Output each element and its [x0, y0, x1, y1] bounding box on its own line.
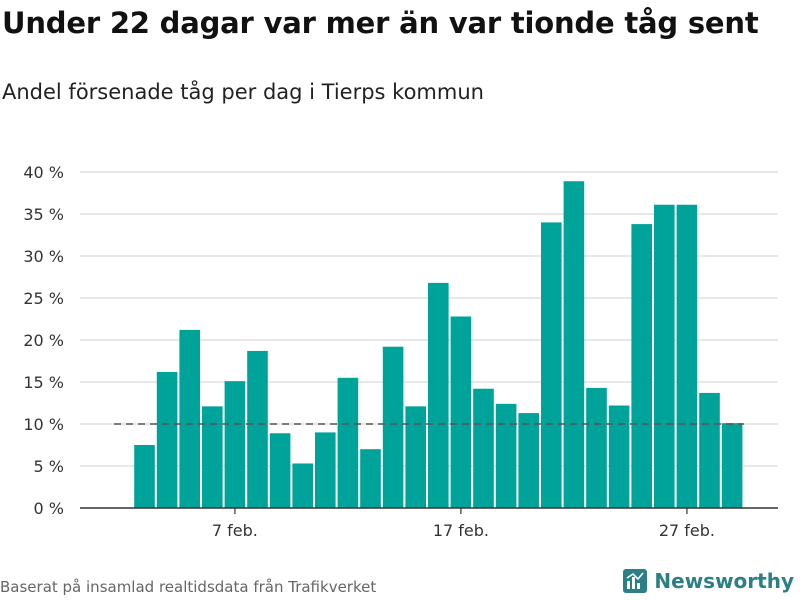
bar	[541, 222, 562, 508]
bar	[292, 463, 313, 508]
brand-logo: Newsworthy	[622, 568, 794, 594]
y-tick-label: 30 %	[23, 247, 64, 266]
bar	[405, 406, 426, 508]
bar-layer	[134, 181, 743, 509]
bar	[495, 403, 517, 508]
chart-title: Under 22 dagar var mer än var tionde tåg…	[2, 6, 759, 40]
bar	[224, 381, 246, 508]
bar	[631, 224, 652, 508]
bar	[676, 204, 698, 508]
y-tick-label: 25 %	[23, 289, 64, 308]
bar	[450, 316, 472, 508]
chart-subtitle: Andel försenade tåg per dag i Tierps kom…	[2, 80, 484, 104]
bar	[337, 377, 359, 508]
bar	[518, 413, 539, 508]
bar	[608, 405, 630, 508]
bar	[315, 432, 336, 508]
bar	[382, 346, 404, 508]
source-caption: Baserat på insamlad realtidsdata från Tr…	[0, 578, 377, 596]
bar	[269, 433, 291, 508]
y-tick-label: 5 %	[34, 457, 64, 476]
bar	[134, 445, 155, 508]
y-tick-label: 10 %	[23, 415, 64, 434]
bar	[360, 449, 381, 508]
y-tick-label: 20 %	[23, 331, 64, 350]
bar	[699, 392, 720, 508]
bar	[586, 387, 607, 508]
bar	[428, 282, 449, 508]
newsworthy-logo-icon	[623, 569, 648, 593]
bar	[156, 371, 178, 508]
bar	[202, 406, 223, 508]
brand-name: Newsworthy	[654, 569, 794, 593]
bar	[721, 423, 743, 508]
y-tick-label: 0 %	[34, 499, 64, 518]
x-tick-label: 17 feb.	[433, 521, 489, 540]
bar	[179, 329, 200, 508]
bar	[654, 204, 675, 508]
bar	[247, 350, 268, 508]
y-tick-label: 35 %	[23, 205, 64, 224]
y-tick-label: 15 %	[23, 373, 64, 392]
bar-chart: 0 % 5 % 10 % 15 % 20 % 25 % 30 % 35 % 40 % 7 feb.…	[23, 163, 778, 540]
x-tick-label: 7 feb.	[212, 521, 258, 540]
bar	[473, 388, 494, 508]
x-tick-label: 27 feb.	[659, 521, 715, 540]
axis-layer: 0 % 5 % 10 % 15 % 20 % 25 % 30 % 35 % 40 % 7 feb.…	[23, 163, 778, 540]
y-tick-label: 40 %	[23, 163, 64, 182]
bar	[563, 181, 585, 509]
